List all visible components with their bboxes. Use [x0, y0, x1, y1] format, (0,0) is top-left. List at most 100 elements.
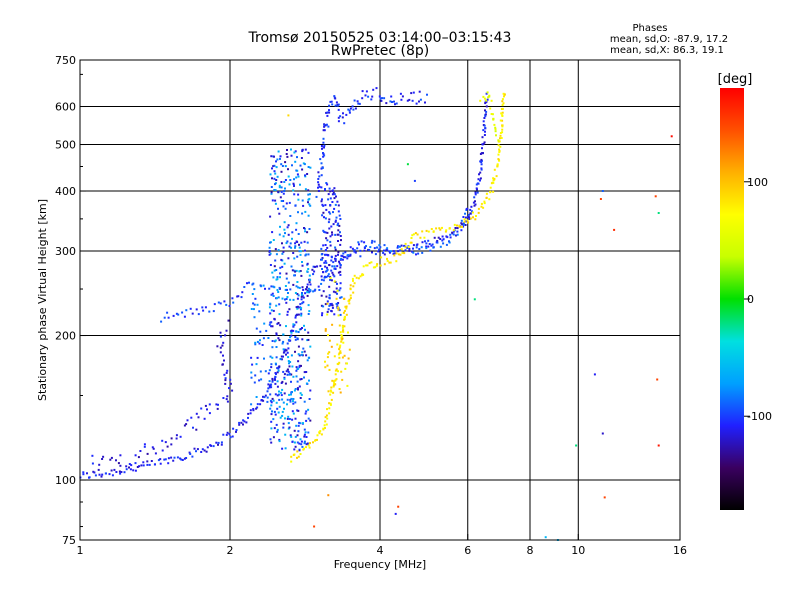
- echo-point: [268, 369, 271, 372]
- echo-point: [425, 247, 428, 250]
- echo-point: [217, 301, 220, 304]
- echo-point: [276, 394, 279, 397]
- echo-point: [430, 244, 433, 247]
- echo-point: [228, 387, 230, 390]
- echo-point: [295, 313, 298, 316]
- echo-point: [294, 401, 297, 404]
- echo-point: [300, 378, 303, 380]
- echo-point: [332, 211, 334, 214]
- echo-point: [485, 196, 488, 199]
- echo-point: [361, 97, 364, 100]
- echo-point: [335, 368, 338, 371]
- echo-point: [254, 341, 257, 344]
- echo-point: [308, 281, 311, 284]
- echo-point: [290, 154, 293, 157]
- echo-point: [344, 315, 346, 318]
- echo-point: [120, 471, 123, 473]
- echo-point: [269, 407, 272, 410]
- echo-point: [453, 223, 456, 226]
- echo-point: [494, 128, 497, 131]
- echo-point: [301, 351, 304, 354]
- echo-point: [303, 227, 305, 229]
- echo-point: [286, 398, 289, 401]
- echo-point: [110, 456, 113, 459]
- echo-point: [483, 97, 486, 100]
- echo-point: [326, 246, 329, 249]
- echo-point: [345, 113, 348, 116]
- echo-point: [500, 137, 503, 139]
- echo-point: [186, 419, 189, 422]
- echo-point: [271, 397, 274, 400]
- echo-point: [225, 329, 228, 332]
- echo-point: [390, 95, 393, 98]
- echo-point: [170, 443, 173, 446]
- echo-point: [293, 257, 296, 260]
- echo-point: [323, 129, 326, 132]
- echo-point: [326, 417, 329, 420]
- echo-point: [337, 222, 340, 225]
- echo-point: [216, 407, 219, 410]
- echo-point: [410, 237, 413, 239]
- colorbar-tick-label: 0: [747, 293, 754, 306]
- echo-point: [329, 276, 332, 279]
- echo-point: [302, 288, 305, 291]
- echo-point: [111, 474, 114, 477]
- echo-point: [380, 256, 383, 259]
- echo-point: [386, 247, 389, 250]
- echo-point: [295, 169, 298, 172]
- echo-point: [256, 303, 259, 306]
- echo-point: [353, 249, 356, 252]
- echo-point: [278, 405, 281, 408]
- echo-point: [280, 358, 283, 361]
- echo-point: [278, 212, 281, 215]
- echo-point: [306, 231, 309, 234]
- echo-point: [276, 371, 279, 374]
- echo-point: [468, 216, 471, 219]
- echo-point: [317, 190, 320, 192]
- echo-point: [290, 435, 293, 438]
- echo-point: [259, 403, 262, 406]
- echo-point: [225, 371, 228, 374]
- echo-point: [226, 431, 229, 434]
- echo-point: [291, 269, 294, 272]
- echo-point: [293, 151, 296, 154]
- echo-point: [445, 229, 448, 232]
- echo-point: [353, 282, 356, 285]
- echo-point: [270, 285, 273, 288]
- echo-point: [324, 189, 326, 192]
- echo-point: [322, 141, 325, 144]
- echo-point: [488, 198, 491, 201]
- echo-point: [195, 412, 198, 415]
- echo-point: [362, 265, 365, 268]
- echo-point: [328, 412, 331, 415]
- echo-point: [657, 444, 660, 447]
- echo-point: [286, 373, 289, 376]
- echo-point: [299, 164, 302, 167]
- echo-point: [258, 342, 261, 345]
- echo-point: [157, 459, 160, 462]
- echo-point: [492, 181, 495, 184]
- echo-point: [281, 252, 284, 255]
- echo-point: [325, 269, 328, 272]
- echo-point: [297, 353, 300, 356]
- echo-point: [330, 269, 333, 272]
- echo-point: [477, 211, 480, 214]
- echo-point: [486, 91, 489, 94]
- echo-point: [305, 253, 308, 256]
- echo-point: [306, 241, 309, 244]
- echo-point: [330, 100, 333, 103]
- echo-point: [485, 110, 488, 113]
- echo-point: [474, 191, 477, 194]
- echo-point: [93, 471, 96, 474]
- echo-point: [236, 295, 239, 298]
- echo-point: [599, 198, 602, 200]
- echo-point: [275, 269, 278, 271]
- echo-point: [219, 346, 222, 349]
- echo-point: [430, 228, 433, 230]
- echo-point: [303, 435, 306, 438]
- echo-point: [475, 215, 477, 217]
- echo-point: [499, 134, 502, 137]
- echo-point: [306, 283, 309, 286]
- echo-point: [383, 244, 386, 247]
- echo-point: [329, 244, 332, 247]
